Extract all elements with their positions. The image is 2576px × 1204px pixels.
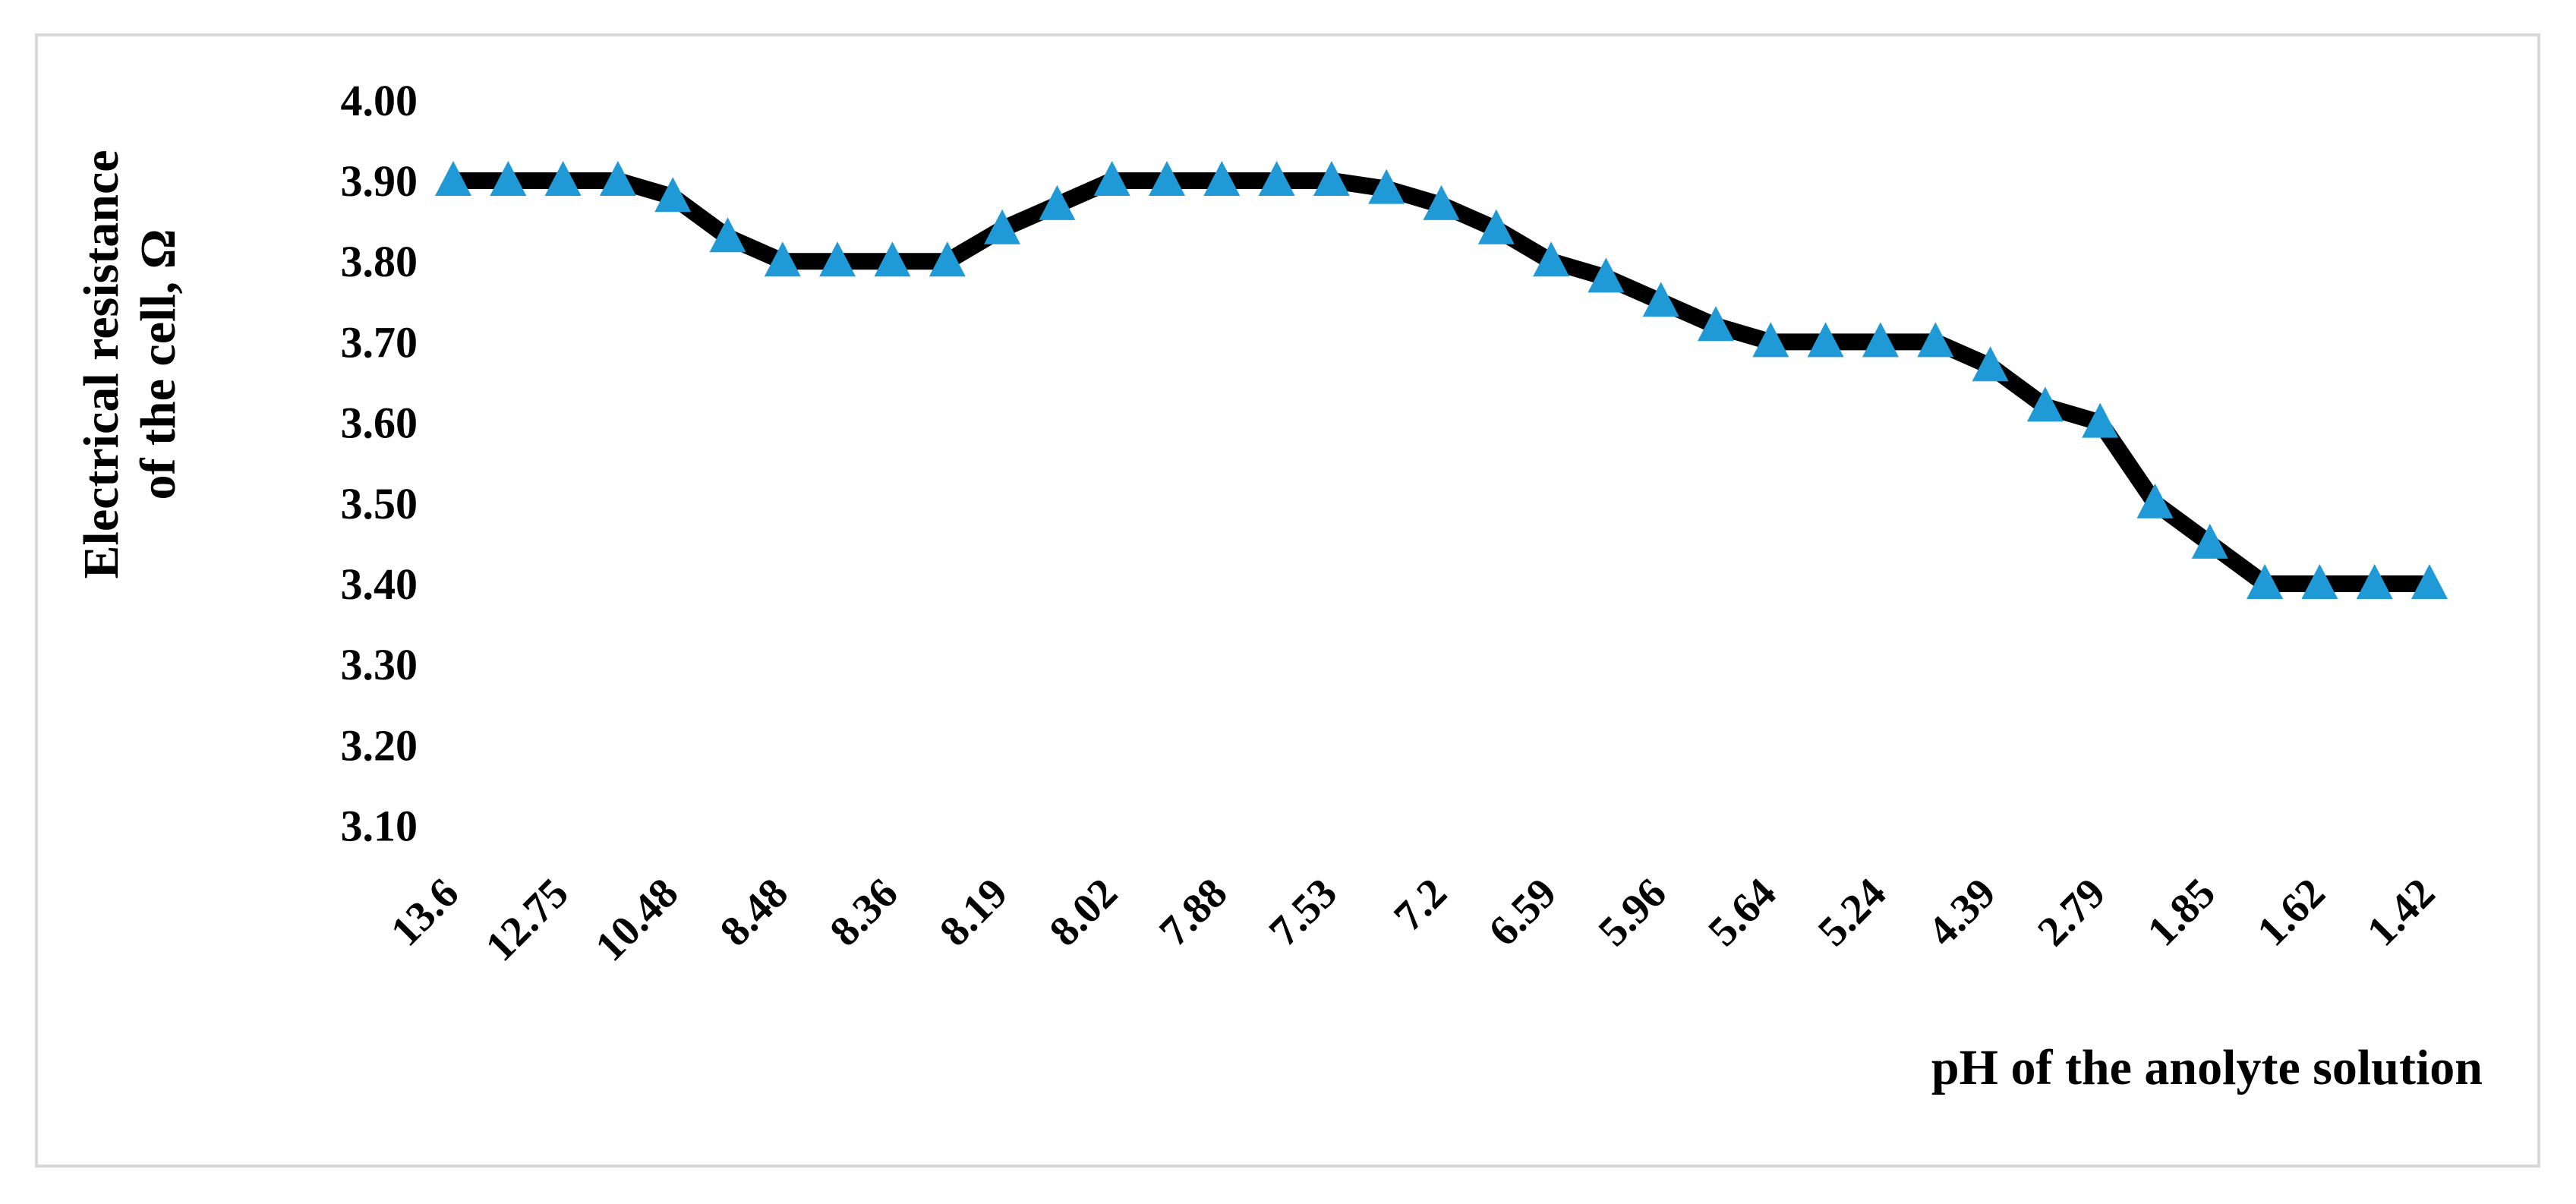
data-point-marker bbox=[1642, 282, 1679, 317]
x-tick-label: 6.59 bbox=[1480, 869, 1565, 955]
data-point-marker bbox=[490, 161, 527, 196]
data-point-marker bbox=[1477, 209, 1515, 244]
y-axis-title-line-2: of the cell, Ω bbox=[131, 229, 186, 500]
data-point-marker bbox=[819, 241, 856, 277]
x-tick-label: 5.96 bbox=[1590, 869, 1676, 955]
data-point-marker bbox=[654, 177, 692, 213]
data-point-marker bbox=[2411, 564, 2448, 599]
y-tick-label: 3.20 bbox=[341, 720, 418, 770]
data-point-marker bbox=[2191, 523, 2228, 559]
x-tick-label: 7.2 bbox=[1385, 869, 1455, 940]
data-point-marker bbox=[764, 241, 801, 277]
data-point-marker bbox=[2356, 564, 2393, 599]
y-tick-label: 3.30 bbox=[341, 640, 418, 689]
x-tick-label: 13.6 bbox=[382, 869, 468, 955]
data-point-marker bbox=[1093, 161, 1130, 196]
y-tick-label: 3.50 bbox=[341, 479, 418, 528]
y-tick-label: 3.80 bbox=[341, 237, 418, 286]
data-point-marker bbox=[1698, 306, 1734, 342]
data-point-marker bbox=[874, 241, 911, 277]
data-point-marker bbox=[1039, 184, 1076, 220]
y-tick-label: 3.40 bbox=[341, 559, 418, 609]
data-point-marker bbox=[709, 217, 746, 253]
x-tick-label: 1.85 bbox=[2139, 869, 2224, 955]
data-point-marker bbox=[2026, 386, 2064, 422]
x-tick-label: 1.62 bbox=[2248, 869, 2334, 955]
chart-frame bbox=[35, 33, 2540, 1168]
x-tick-label: 4.39 bbox=[1919, 869, 2005, 955]
data-point-marker bbox=[1313, 161, 1350, 196]
data-point-marker bbox=[2247, 564, 2284, 599]
data-point-marker bbox=[1588, 257, 1625, 293]
x-tick-label: 2.79 bbox=[2029, 869, 2114, 955]
data-point-marker bbox=[1368, 169, 1405, 204]
x-tick-labels: 13.6 12.75 10.48 8.48 8.36 8.19 8.02 7.88 7.53 7.… bbox=[382, 869, 2444, 970]
x-tick-label: 7.88 bbox=[1150, 869, 1236, 955]
data-point-marker bbox=[1423, 184, 1460, 220]
data-point-marker bbox=[1917, 322, 1954, 358]
x-tick-label: 12.75 bbox=[477, 869, 578, 970]
data-point-marker bbox=[1862, 322, 1899, 358]
y-axis-title: Electrical resistance of the cell, Ω bbox=[74, 150, 186, 578]
data-point-marker bbox=[1533, 241, 1570, 277]
x-tick-label: 8.02 bbox=[1041, 869, 1127, 955]
y-tick-label: 3.90 bbox=[341, 156, 418, 206]
data-point-marker bbox=[1807, 322, 1844, 358]
data-point-marker bbox=[1752, 322, 1789, 358]
x-tick-label: 1.42 bbox=[2358, 869, 2444, 955]
x-axis-title: pH of the anolyte solution bbox=[1931, 1040, 2483, 1095]
x-tick-label: 8.36 bbox=[821, 869, 906, 955]
data-point-marker bbox=[435, 161, 471, 196]
data-point-marker bbox=[1972, 346, 2009, 382]
y-tick-label: 3.70 bbox=[341, 317, 418, 367]
data-point-marker bbox=[599, 161, 636, 196]
y-tick-label: 4.00 bbox=[341, 76, 418, 125]
x-tick-label: 5.24 bbox=[1809, 869, 1895, 955]
x-tick-label: 5.64 bbox=[1699, 869, 1785, 955]
x-tick-label: 8.19 bbox=[931, 869, 1017, 955]
series-line bbox=[445, 172, 2438, 592]
x-tick-label: 8.48 bbox=[711, 869, 797, 955]
y-tick-label: 3.60 bbox=[341, 399, 418, 448]
data-point-marker bbox=[984, 209, 1021, 244]
data-point-marker bbox=[1258, 161, 1295, 196]
y-tick-labels: 3.10 3.20 3.30 3.40 3.50 3.60 3.70 3.80 3.90 4.00 bbox=[341, 76, 418, 851]
x-tick-label: 10.48 bbox=[586, 869, 687, 970]
plot-area bbox=[435, 161, 2448, 599]
data-point-marker bbox=[2136, 483, 2174, 518]
y-tick-label: 3.10 bbox=[341, 802, 418, 851]
data-point-marker bbox=[1149, 161, 1185, 196]
data-point-marker bbox=[2301, 564, 2338, 599]
data-point-marker bbox=[544, 161, 582, 196]
x-tick-label: 7.53 bbox=[1260, 869, 1346, 955]
data-point-marker bbox=[2082, 402, 2119, 438]
y-axis-title-line-1: Electrical resistance bbox=[74, 150, 129, 578]
data-point-marker bbox=[1203, 161, 1241, 196]
data-point-marker bbox=[929, 241, 966, 277]
